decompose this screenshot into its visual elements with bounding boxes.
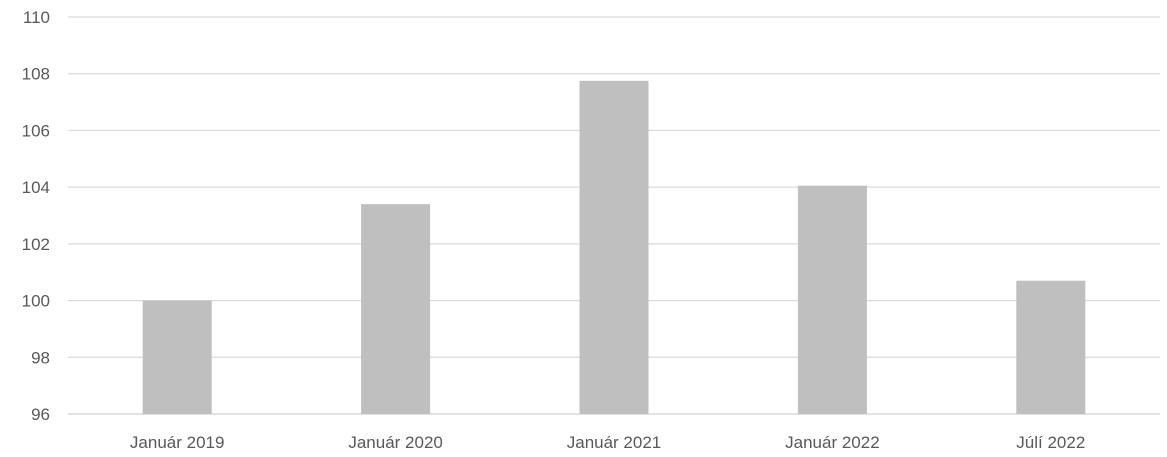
- bar: [142, 300, 212, 414]
- bar: [797, 185, 867, 414]
- y-tick-label: 98: [31, 348, 50, 367]
- x-category-label: Január 2020: [348, 433, 443, 452]
- y-tick-label: 100: [22, 292, 50, 311]
- y-tick-label: 110: [23, 8, 50, 27]
- bar: [579, 80, 649, 414]
- bar: [361, 204, 431, 414]
- x-category-label: Júlí 2022: [1016, 433, 1085, 452]
- y-tick-label: 96: [31, 405, 50, 424]
- bars: [142, 80, 1086, 414]
- y-tick-label: 102: [22, 235, 50, 254]
- y-tick-label: 104: [22, 178, 50, 197]
- y-tick-label: 108: [22, 65, 50, 84]
- bar: [1016, 280, 1086, 414]
- x-category-label: Január 2019: [130, 433, 225, 452]
- y-axis-tick-labels: 96 98 100 102 104 106 108 110: [22, 8, 50, 424]
- x-axis-category-labels: Január 2019 Január 2020 Január 2021 Január …: [130, 433, 1085, 452]
- y-tick-label: 106: [22, 121, 50, 140]
- x-category-label: Január 2022: [785, 433, 880, 452]
- x-category-label: Január 2021: [567, 433, 662, 452]
